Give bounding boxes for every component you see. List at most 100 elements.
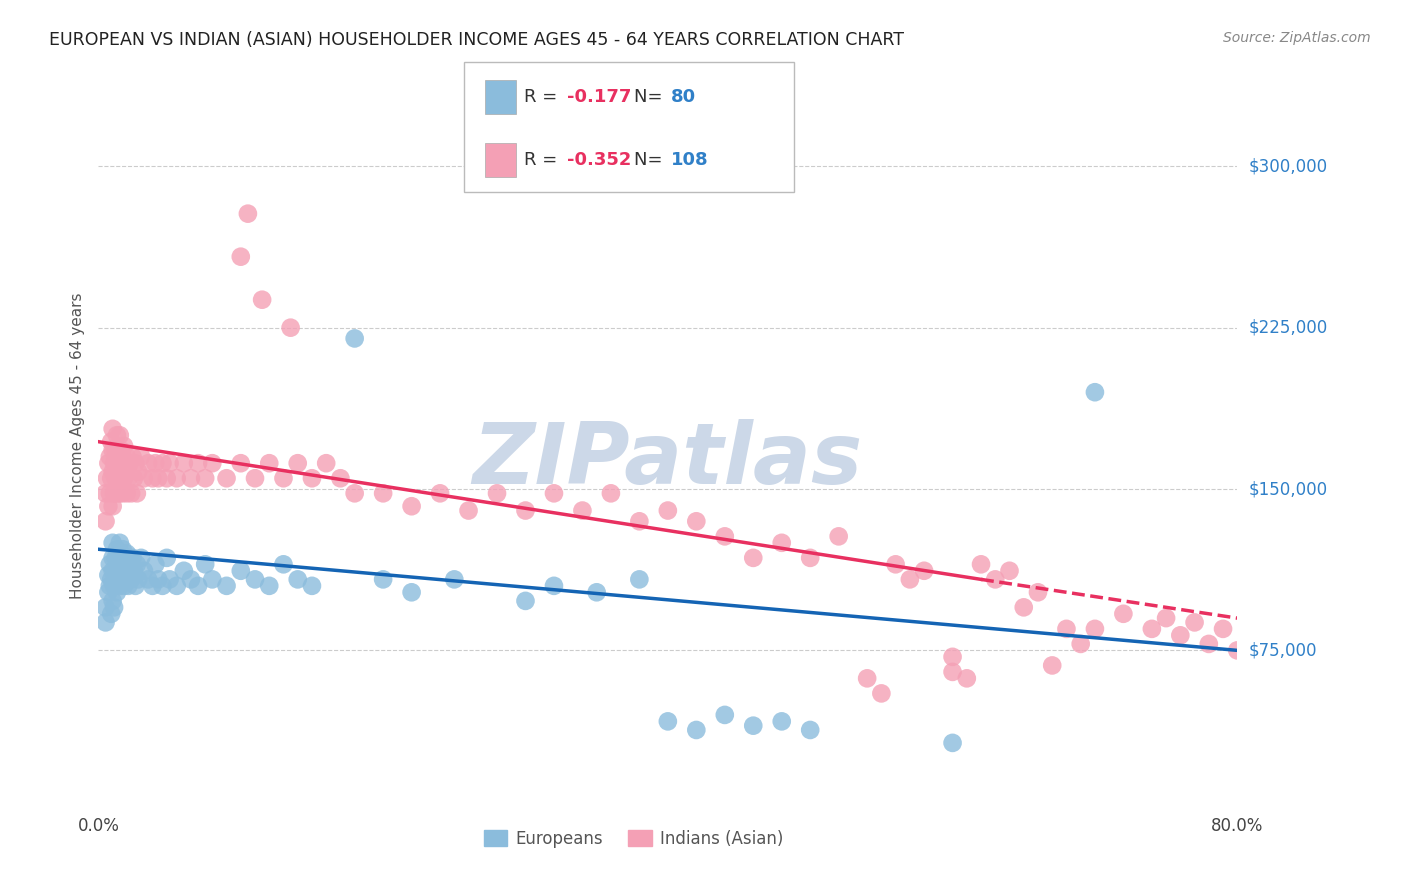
Point: [194, 471, 217, 485]
Point: [98, 486, 121, 500]
Point: [124, 579, 146, 593]
Point: [108, 428, 131, 442]
Point: [148, 573, 170, 587]
Point: [287, 456, 309, 470]
Point: [628, 573, 651, 587]
Point: [132, 564, 155, 578]
Point: [301, 471, 323, 485]
Point: [742, 550, 765, 565]
Text: $75,000: $75,000: [1249, 641, 1317, 659]
Point: [856, 671, 879, 685]
Point: [714, 529, 737, 543]
Point: [515, 503, 537, 517]
Point: [229, 564, 252, 578]
Point: [970, 558, 993, 572]
Point: [250, 293, 273, 307]
Point: [343, 331, 366, 345]
Point: [112, 579, 135, 593]
Point: [100, 471, 122, 485]
Point: [287, 573, 309, 587]
Point: [120, 573, 142, 587]
Point: [301, 579, 323, 593]
Point: [115, 547, 138, 561]
Text: N=: N=: [634, 151, 668, 169]
Point: [799, 723, 821, 737]
Point: [628, 514, 651, 528]
Text: $150,000: $150,000: [1249, 480, 1327, 498]
Point: [984, 573, 1007, 587]
Point: [136, 573, 159, 587]
Point: [180, 573, 202, 587]
Point: [942, 649, 965, 664]
Point: [884, 558, 907, 572]
Point: [187, 579, 209, 593]
Point: [1070, 637, 1092, 651]
Point: [121, 550, 143, 565]
Point: [101, 536, 124, 550]
Point: [401, 585, 423, 599]
Text: ZIPatlas: ZIPatlas: [472, 419, 863, 502]
Point: [571, 503, 593, 517]
Point: [97, 568, 120, 582]
Point: [259, 456, 281, 470]
Point: [166, 471, 188, 485]
Point: [118, 456, 141, 470]
Point: [215, 471, 238, 485]
Point: [259, 579, 281, 593]
Point: [115, 486, 138, 500]
Point: [201, 573, 224, 587]
Point: [1212, 622, 1234, 636]
Point: [101, 564, 124, 578]
Point: [100, 434, 122, 449]
Point: [742, 719, 765, 733]
Point: [152, 579, 174, 593]
Point: [117, 579, 139, 593]
Point: [657, 503, 679, 517]
Point: [243, 471, 266, 485]
Legend: Europeans, Indians (Asian): Europeans, Indians (Asian): [478, 823, 790, 855]
Point: [108, 558, 131, 572]
Point: [104, 573, 127, 587]
Point: [201, 456, 224, 470]
Point: [156, 471, 179, 485]
Text: $225,000: $225,000: [1249, 318, 1327, 336]
Text: EUROPEAN VS INDIAN (ASIAN) HOUSEHOLDER INCOME AGES 45 - 64 YEARS CORRELATION CHA: EUROPEAN VS INDIAN (ASIAN) HOUSEHOLDER I…: [49, 31, 904, 49]
Point: [457, 503, 479, 517]
Point: [194, 558, 217, 572]
Point: [373, 573, 395, 587]
Point: [100, 607, 122, 621]
Point: [112, 471, 135, 485]
Point: [114, 456, 136, 470]
Point: [111, 486, 134, 500]
Point: [156, 550, 179, 565]
Point: [129, 450, 152, 464]
Point: [215, 579, 238, 593]
Point: [1084, 385, 1107, 400]
Point: [273, 558, 295, 572]
Point: [329, 471, 352, 485]
Point: [141, 471, 163, 485]
Point: [110, 443, 132, 458]
Point: [942, 736, 965, 750]
Point: [770, 714, 793, 729]
Point: [273, 471, 295, 485]
Point: [243, 573, 266, 587]
Point: [585, 585, 607, 599]
Point: [770, 536, 793, 550]
Point: [112, 439, 135, 453]
Text: -0.177: -0.177: [567, 88, 631, 106]
Point: [515, 594, 537, 608]
Point: [714, 707, 737, 722]
Point: [373, 486, 395, 500]
Point: [173, 456, 195, 470]
Point: [110, 547, 132, 561]
Point: [105, 428, 128, 442]
Text: N=: N=: [634, 88, 668, 106]
Y-axis label: Householder Income Ages 45 - 64 years: Householder Income Ages 45 - 64 years: [70, 293, 86, 599]
Point: [543, 486, 565, 500]
Point: [104, 471, 127, 485]
Point: [94, 600, 117, 615]
Point: [111, 542, 134, 557]
Point: [159, 456, 181, 470]
Point: [114, 550, 136, 565]
